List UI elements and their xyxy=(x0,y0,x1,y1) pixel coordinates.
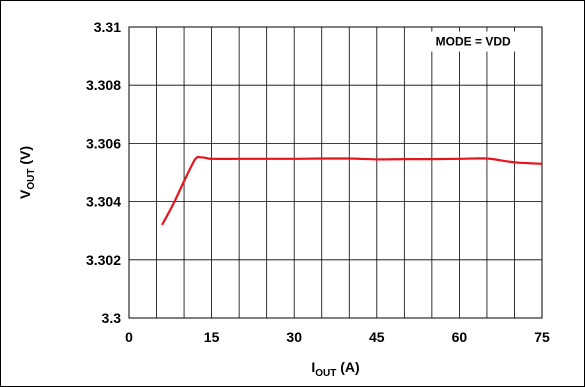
y-axis-label: VOUT (V) xyxy=(17,146,37,199)
annotation-background xyxy=(421,31,526,52)
x-tick-label: 60 xyxy=(452,329,468,345)
annotation-box: MODE = VDD xyxy=(421,31,526,52)
annotation-label: MODE = VDD xyxy=(436,35,511,49)
x-tick-label: 45 xyxy=(369,329,385,345)
x-axis-label-main: I xyxy=(311,359,315,375)
x-axis-label: IOUT (A) xyxy=(311,359,359,379)
y-tick-label: 3.31 xyxy=(94,19,121,35)
x-axis-label-unit: (A) xyxy=(336,359,359,375)
x-tick-label: 30 xyxy=(286,329,302,345)
series-line xyxy=(161,155,543,226)
x-tick-labels: 0 15 30 45 60 75 xyxy=(125,329,550,345)
y-tick-label: 3.306 xyxy=(86,135,121,151)
y-tick-label: 3.302 xyxy=(86,252,121,268)
y-tick-label: 3.304 xyxy=(86,194,121,210)
x-tick-label: 0 xyxy=(125,329,133,345)
series-layer xyxy=(161,155,543,226)
y-tick-label: 3.308 xyxy=(86,77,121,93)
y-axis-label-sub: OUT xyxy=(26,169,37,190)
x-tick-label: 15 xyxy=(204,329,220,345)
y-axis-label-unit: (V) xyxy=(17,146,33,169)
y-tick-label: 3.3 xyxy=(102,310,122,326)
plot-area xyxy=(128,26,543,319)
grid-lines xyxy=(129,27,542,318)
y-axis-label-main: V xyxy=(17,189,33,199)
y-tick-labels: 3.3 3.302 3.304 3.306 3.308 3.31 xyxy=(86,19,121,326)
x-tick-label: 75 xyxy=(534,329,550,345)
x-axis-label-sub: OUT xyxy=(315,368,336,379)
